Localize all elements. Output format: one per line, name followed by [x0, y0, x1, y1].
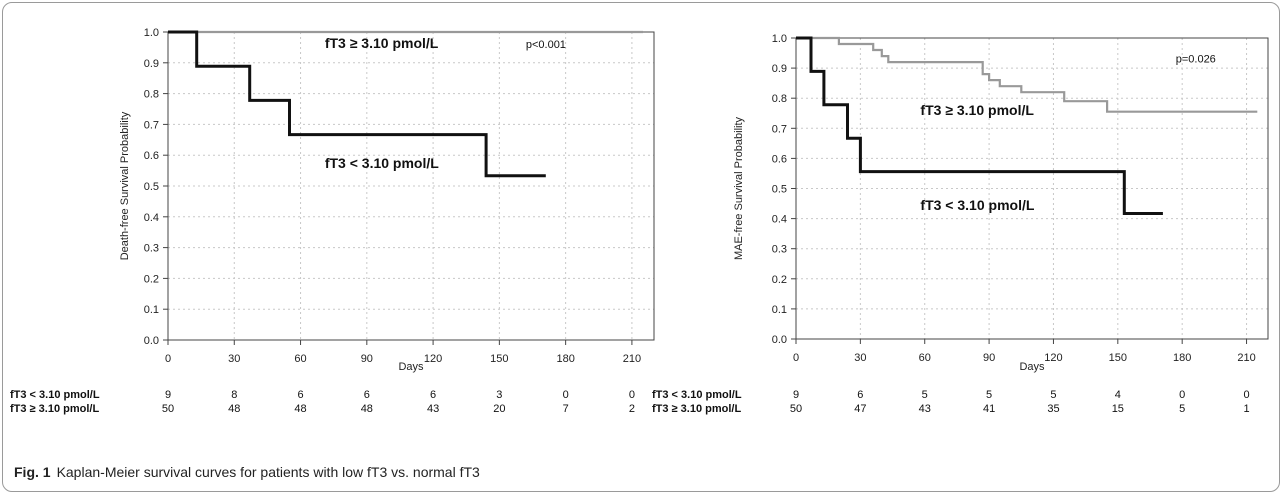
x-tick-label: 150 — [490, 353, 508, 365]
y-tick-label: 0.5 — [144, 181, 159, 193]
x-axis-label: Days — [1019, 361, 1045, 373]
risk-table-value: 4 — [1115, 389, 1121, 401]
y-tick-label: 0.0 — [144, 335, 159, 347]
risk-table-value: 48 — [294, 403, 306, 415]
caption-label: Fig. 1 — [14, 464, 51, 480]
risk-table-value: 5 — [986, 389, 992, 401]
y-tick-label: 0.6 — [772, 153, 787, 165]
risk-table-value: 6 — [430, 389, 436, 401]
y-tick-label: 1.0 — [144, 27, 159, 39]
risk-table-value: 35 — [1047, 403, 1059, 415]
x-tick-label: 0 — [165, 353, 171, 365]
x-tick-label: 90 — [361, 353, 373, 365]
risk-table-value: 0 — [629, 389, 635, 401]
chart-mae-free-survival: 0.00.10.20.30.40.50.60.70.80.91.00 30 60 90… — [652, 33, 1269, 415]
y-tick-label: 0.3 — [144, 243, 159, 255]
x-tick-label: 180 — [556, 353, 574, 365]
risk-table-value: 48 — [361, 403, 373, 415]
y-tick-label: 1.0 — [772, 33, 787, 45]
x-tick-label: 210 — [623, 353, 641, 365]
risk-table-row-label: fT3 ≥ 3.10 pmol/L — [652, 403, 741, 415]
x-tick-label: 30 — [854, 352, 866, 364]
x-tick-label: 210 — [1237, 352, 1255, 364]
y-tick-label: 0.5 — [772, 184, 787, 196]
x-tick-label: 60 — [294, 353, 306, 365]
risk-table-value: 6 — [857, 389, 863, 401]
survival-curve-low-ft3 — [796, 36, 1163, 215]
x-tick-label: 180 — [1173, 352, 1191, 364]
risk-table-value: 48 — [228, 403, 240, 415]
y-tick-label: 0.1 — [144, 304, 159, 316]
risk-table-value: 9 — [165, 389, 171, 401]
y-tick-label: 0.4 — [772, 214, 787, 226]
y-tick-label: 0.0 — [772, 334, 787, 346]
risk-table-value: 3 — [496, 389, 502, 401]
y-axis-label: Death-free Survival Probability — [119, 111, 131, 260]
risk-table-value: 43 — [919, 403, 931, 415]
curve-label: fT3 < 3.10 pmol/L — [920, 197, 1034, 213]
x-tick-label: 120 — [424, 353, 442, 365]
caption-text: Kaplan-Meier survival curves for patient… — [56, 464, 480, 480]
x-tick-label: 120 — [1044, 352, 1062, 364]
risk-table-value: 9 — [793, 389, 799, 401]
chart-death-free-survival: 0.00.10.20.30.40.50.60.70.80.91.00 30 60 90… — [10, 27, 655, 415]
risk-table-value: 43 — [427, 403, 439, 415]
risk-table-value: 50 — [790, 403, 802, 415]
plot-area — [167, 31, 655, 341]
risk-table-value: 50 — [162, 403, 174, 415]
risk-table-row-label: fT3 ≥ 3.10 pmol/L — [10, 403, 99, 415]
y-tick-label: 0.2 — [144, 273, 159, 285]
y-tick-label: 0.8 — [772, 93, 787, 105]
risk-table-value: 5 — [1050, 389, 1056, 401]
risk-table-row-label: fT3 < 3.10 pmol/L — [652, 389, 742, 401]
risk-table-value: 5 — [922, 389, 928, 401]
risk-table-value: 0 — [563, 389, 569, 401]
y-tick-label: 0.9 — [772, 63, 787, 75]
x-tick-label: 60 — [919, 352, 931, 364]
risk-table-value: 6 — [297, 389, 303, 401]
p-value-label: p=0.026 — [1176, 54, 1216, 66]
y-tick-label: 0.7 — [772, 123, 787, 135]
y-tick-label: 0.7 — [144, 119, 159, 131]
risk-table-value: 5 — [1179, 403, 1185, 415]
risk-table-value: 8 — [231, 389, 237, 401]
y-tick-label: 0.4 — [144, 212, 159, 224]
curve-label: fT3 ≥ 3.10 pmol/L — [325, 35, 439, 51]
y-axis-label: MAE-free Survival Probability — [733, 116, 745, 260]
figure-caption: Fig. 1 Kaplan-Meier survival curves for p… — [14, 464, 480, 480]
risk-table-value: 2 — [629, 403, 635, 415]
risk-table-value: 0 — [1243, 389, 1249, 401]
risk-table-value: 7 — [563, 403, 569, 415]
risk-table-value: 15 — [1112, 403, 1124, 415]
risk-table-value: 1 — [1243, 403, 1249, 415]
survival-curve-low-ft3 — [168, 30, 546, 178]
p-value-label: p<0.001 — [526, 39, 566, 51]
y-tick-label: 0.1 — [772, 304, 787, 316]
curve-label: fT3 ≥ 3.10 pmol/L — [920, 102, 1034, 118]
risk-table-value: 47 — [854, 403, 866, 415]
curve-label: fT3 < 3.10 pmol/L — [325, 155, 439, 171]
risk-table-value: 41 — [983, 403, 995, 415]
x-tick-label: 150 — [1109, 352, 1127, 364]
risk-table-value: 20 — [493, 403, 505, 415]
x-tick-label: 30 — [228, 353, 240, 365]
y-tick-label: 0.8 — [144, 89, 159, 101]
y-tick-label: 0.9 — [144, 58, 159, 70]
risk-table-row-label: fT3 < 3.10 pmol/L — [10, 389, 100, 401]
y-tick-label: 0.2 — [772, 274, 787, 286]
x-axis-label: Days — [398, 361, 424, 373]
x-tick-label: 0 — [793, 352, 799, 364]
y-tick-label: 0.6 — [144, 150, 159, 162]
x-tick-label: 90 — [983, 352, 995, 364]
risk-table-value: 0 — [1179, 389, 1185, 401]
survival-curve-normal-ft3 — [796, 36, 1258, 113]
y-tick-label: 0.3 — [772, 244, 787, 256]
risk-table-value: 6 — [364, 389, 370, 401]
